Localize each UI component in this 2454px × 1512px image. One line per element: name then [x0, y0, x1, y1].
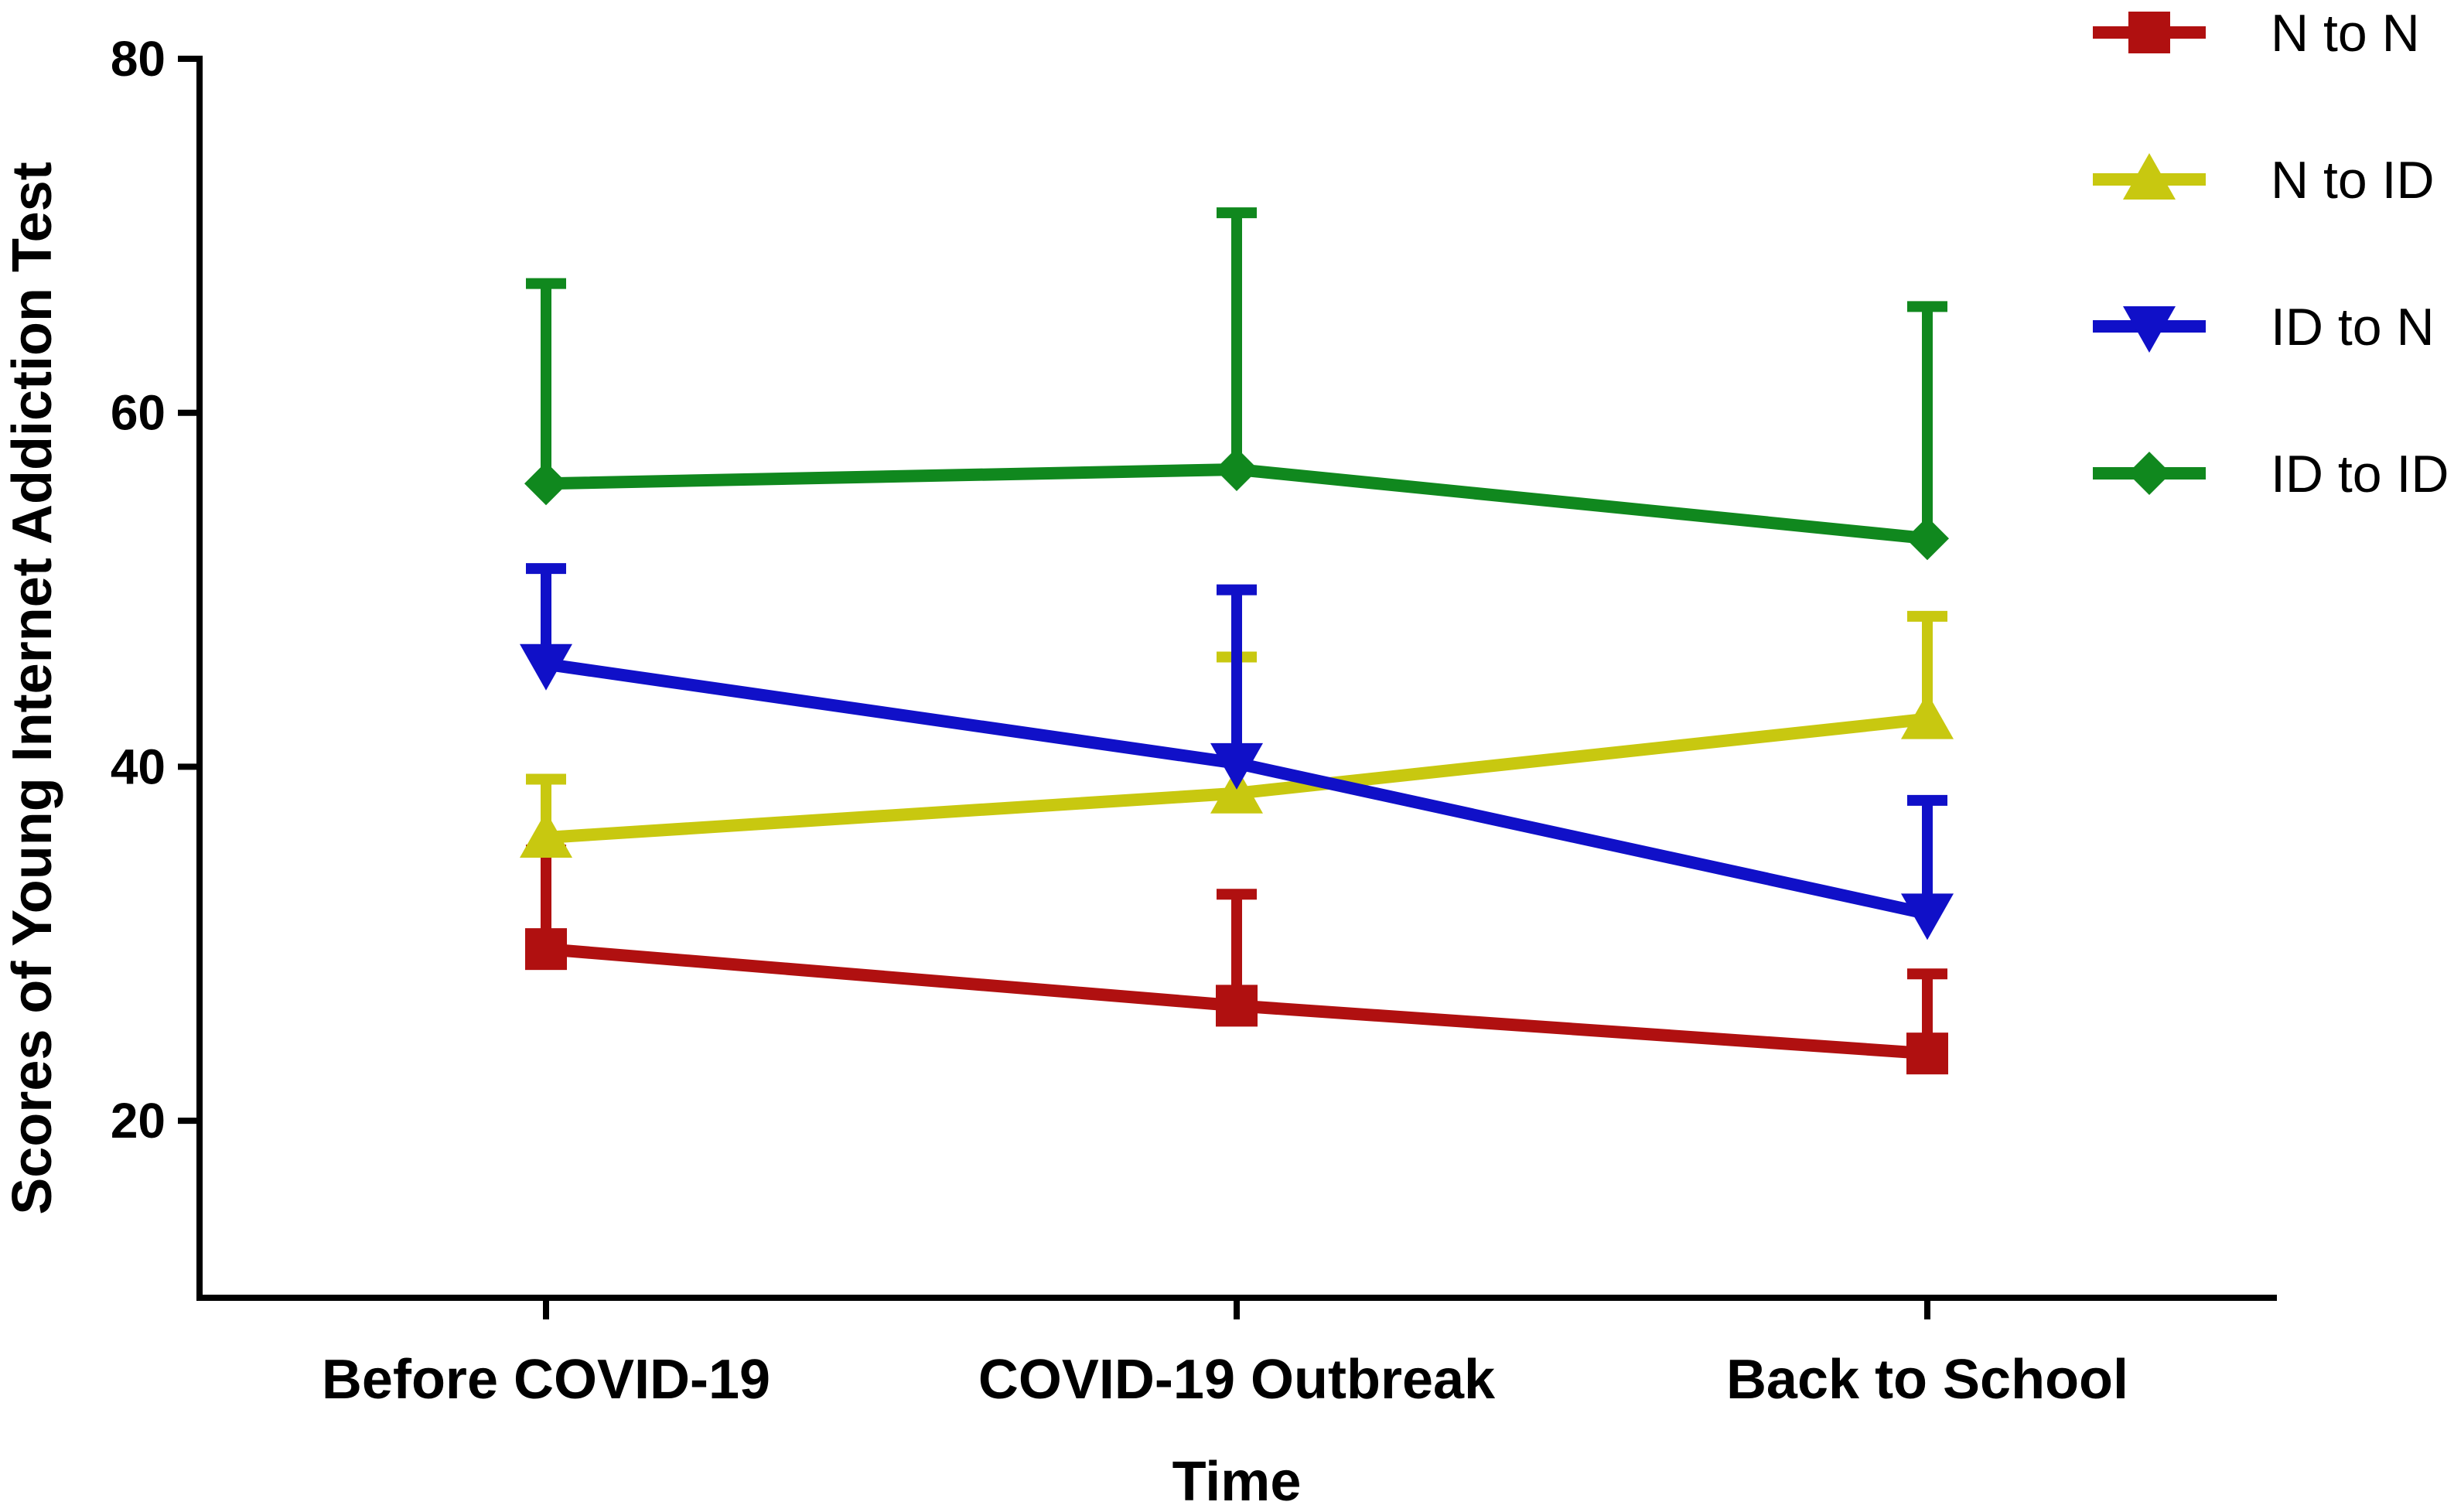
data-point: [1215, 447, 1258, 491]
plot-area: [520, 207, 1954, 1075]
data-point: [1216, 985, 1258, 1027]
data-point: [1210, 766, 1263, 814]
legend-item-n-to-id: N to ID: [2093, 151, 2435, 210]
series-id-to-n: [520, 563, 1954, 940]
legend-item-id-to-id: ID to ID: [2093, 445, 2449, 503]
series-n-to-n: [525, 844, 1948, 1075]
x-tick-label: Before COVID-19: [322, 1349, 770, 1411]
legend-swatch-marker: [2128, 452, 2171, 495]
x-tick-label: COVID-19 Outbreak: [978, 1349, 1496, 1411]
data-point: [524, 462, 568, 506]
x-axis: Before COVID-19 COVID-19 Outbreak Back to …: [196, 1295, 2277, 1411]
legend-label: N to ID: [2271, 151, 2435, 210]
legend-swatch-marker: [2123, 153, 2176, 200]
legend-swatch-marker: [2128, 12, 2170, 53]
y-tick-label: 80: [111, 31, 166, 87]
data-point: [1901, 692, 1954, 739]
y-axis-title: Scores of Young Internet Addiction Test: [2, 162, 63, 1214]
data-point: [520, 643, 572, 691]
y-tick-label: 40: [111, 739, 166, 794]
data-point: [1210, 742, 1263, 790]
data-point: [520, 811, 572, 858]
y-tick-label: 60: [111, 385, 166, 441]
y-tick-label: 20: [111, 1093, 166, 1149]
legend-label: N to N: [2271, 4, 2420, 63]
y-axis: 20 40 60 80: [111, 31, 203, 1301]
data-point: [1901, 893, 1954, 940]
series-id-to-id: [524, 207, 1949, 561]
legend-swatch-marker: [2123, 306, 2176, 353]
legend-item-n-to-n: N to N: [2093, 4, 2420, 63]
legend: N to N N to ID ID to N ID to ID: [2093, 4, 2449, 503]
legend-label: ID to N: [2271, 298, 2435, 357]
data-point: [525, 928, 567, 971]
x-axis-title: Time: [1172, 1451, 1302, 1512]
data-point: [1906, 1032, 1948, 1075]
legend-item-id-to-n: ID to N: [2093, 298, 2435, 357]
x-tick-label: Back to School: [1726, 1349, 2128, 1411]
data-point: [1906, 517, 1949, 561]
legend-label: ID to ID: [2271, 445, 2449, 503]
